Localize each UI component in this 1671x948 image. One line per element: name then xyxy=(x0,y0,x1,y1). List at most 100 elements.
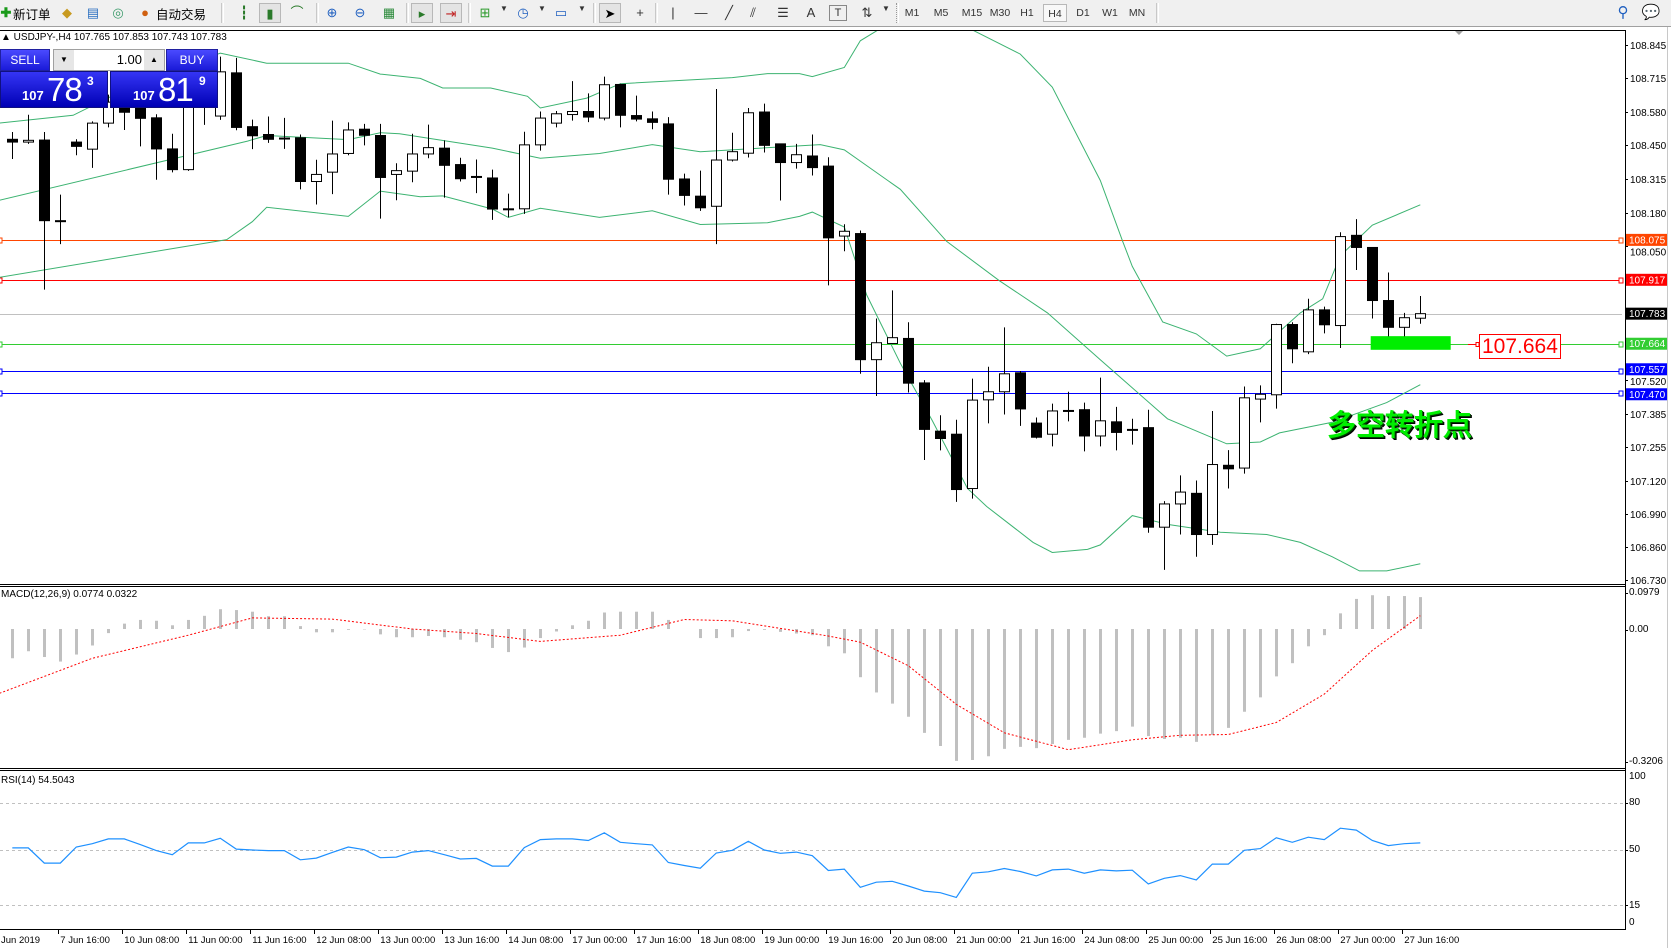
arrows-icon[interactable]: ⇅ xyxy=(861,5,873,20)
zoom-in-icon[interactable]: ⊕ xyxy=(326,5,338,20)
price-tick-label: 106.860 xyxy=(1630,543,1667,554)
price-tick-label: 107.520 xyxy=(1630,377,1667,388)
rsi-label: RSI(14) 54.5043 xyxy=(1,775,75,786)
candle xyxy=(615,83,626,128)
bull-candle-body xyxy=(103,101,114,124)
candle xyxy=(871,318,882,397)
candle xyxy=(1399,312,1410,337)
timeframe-h1[interactable]: H1 xyxy=(1020,7,1034,19)
timeframe-m5[interactable]: M5 xyxy=(933,7,949,19)
bull-candle-body xyxy=(871,342,882,361)
bar-chart-icon[interactable]: ┇ xyxy=(240,5,248,20)
templates-dropdown-icon[interactable]: ▼ xyxy=(578,4,586,13)
search-icon[interactable]: ⚲ xyxy=(1617,4,1629,21)
candle xyxy=(455,157,466,182)
candle xyxy=(775,143,786,201)
data-window-icon[interactable]: ▤ xyxy=(86,5,100,20)
navigator-icon[interactable]: ◎ xyxy=(112,5,124,20)
candle xyxy=(295,134,306,190)
chat-icon[interactable]: 💬 xyxy=(1641,4,1661,21)
auto-trading-icon[interactable]: ● xyxy=(141,5,149,20)
lot-decrease-icon[interactable]: ▼ xyxy=(54,50,74,70)
fibonacci-icon[interactable]: ☰ xyxy=(777,5,789,20)
timeframe-m30[interactable]: M30 xyxy=(989,7,1011,19)
text-label-tool-icon[interactable]: T xyxy=(829,5,847,21)
periods-dropdown-icon[interactable]: ▼ xyxy=(538,4,546,13)
bear-candle-body xyxy=(855,233,866,361)
macd-label: MACD(12,26,9) 0.0774 0.0322 xyxy=(1,589,138,600)
candle xyxy=(279,117,290,149)
bull-candle-body xyxy=(791,154,802,164)
time-tick-label: 25 Jun 16:00 xyxy=(1212,935,1267,946)
bear-candle-body xyxy=(295,137,306,183)
price-level-tag xyxy=(1626,233,1667,246)
candle xyxy=(1063,391,1074,422)
timeframe-m15[interactable]: M15 xyxy=(961,7,983,19)
buy-button[interactable]: BUY xyxy=(166,49,218,71)
new-order-icon[interactable]: ✚ xyxy=(0,5,12,20)
bull-candle-body xyxy=(1239,397,1250,469)
text-tool-icon[interactable]: A xyxy=(806,5,816,20)
time-tick-label: 10 Jun 08:00 xyxy=(124,935,179,946)
zoom-out-icon[interactable]: ⊖ xyxy=(354,5,366,20)
lot-increase-icon[interactable]: ▲ xyxy=(144,50,164,70)
bear-candle-body xyxy=(1351,234,1362,248)
bear-candle-body xyxy=(1223,464,1234,470)
timeframe-d1[interactable]: D1 xyxy=(1076,7,1090,19)
bear-candle-body xyxy=(263,134,274,140)
time-tick-label: 25 Jun 00:00 xyxy=(1148,935,1203,946)
time-tick-label: 21 Jun 00:00 xyxy=(956,935,1011,946)
cursor-icon[interactable]: ➤ xyxy=(599,3,621,23)
trendline-icon[interactable]: ╱ xyxy=(725,5,733,20)
line-chart-icon[interactable]: ⌒ xyxy=(290,5,304,20)
lot-size-stepper[interactable]: ▼ 1.00 ▲ xyxy=(53,49,165,71)
auto-trading-button[interactable]: 自动交易 xyxy=(156,8,207,22)
candlestick-chart-icon[interactable]: ▮ xyxy=(259,3,281,23)
arrows-dropdown-icon[interactable]: ▼ xyxy=(882,4,890,13)
horizontal-line-icon[interactable]: — xyxy=(694,5,708,20)
pivot-price-label[interactable]: 107.664 xyxy=(1479,334,1561,359)
sell-price-box[interactable]: 107 78 3 xyxy=(0,71,108,108)
templates-icon[interactable]: ▭ xyxy=(554,5,568,20)
bull-candle-body xyxy=(343,129,354,154)
candle xyxy=(407,133,418,183)
timeframe-m1[interactable]: M1 xyxy=(904,7,920,19)
new-order-button[interactable]: 新订单 xyxy=(13,8,51,22)
tile-windows-icon[interactable]: ▦ xyxy=(382,5,396,20)
crosshair-icon[interactable]: + xyxy=(636,5,644,20)
price-tick-label: 108.050 xyxy=(1630,248,1667,259)
lot-size-input[interactable]: 1.00 xyxy=(116,52,142,67)
candle xyxy=(711,89,722,245)
buy-price-big-figure: 107 xyxy=(133,88,155,103)
candle xyxy=(519,131,530,214)
candle xyxy=(359,123,370,146)
vertical-line-icon[interactable]: | xyxy=(671,5,675,20)
candle xyxy=(1383,272,1394,337)
candle xyxy=(1255,385,1266,423)
bull-candle-body xyxy=(1415,313,1426,319)
auto-scroll-icon[interactable]: ▸ xyxy=(411,3,433,23)
bear-candle-body xyxy=(775,143,786,164)
candle xyxy=(1367,246,1378,319)
indicators-icon[interactable]: ⊞ xyxy=(479,5,491,20)
candle xyxy=(311,159,322,205)
pivot-annotation-text[interactable]: 多空转折点 xyxy=(1327,408,1473,442)
price-level-tag xyxy=(1626,307,1667,320)
bear-candle-body xyxy=(759,111,770,146)
market-watch-icon[interactable]: ◆ xyxy=(62,5,72,20)
bear-candle-body xyxy=(39,139,50,222)
equidistant-channel-icon[interactable]: ⫽ xyxy=(750,5,756,20)
rsi-axis-100: 100 xyxy=(1629,771,1646,782)
timeframe-w1[interactable]: W1 xyxy=(1102,7,1118,19)
bull-candle-body xyxy=(711,159,722,207)
timeframe-h4[interactable]: H4 xyxy=(1043,4,1067,22)
timeframe-mn[interactable]: MN xyxy=(1128,7,1146,19)
buy-price-box[interactable]: 107 81 9 xyxy=(110,71,218,108)
sell-button[interactable]: SELL xyxy=(0,49,50,71)
periods-clock-icon[interactable]: ◷ xyxy=(517,5,529,20)
indicators-dropdown-icon[interactable]: ▼ xyxy=(500,4,508,13)
candle xyxy=(87,121,98,168)
bear-candle-body xyxy=(71,141,82,147)
chart-shift-icon[interactable]: ⇥ xyxy=(440,3,462,23)
